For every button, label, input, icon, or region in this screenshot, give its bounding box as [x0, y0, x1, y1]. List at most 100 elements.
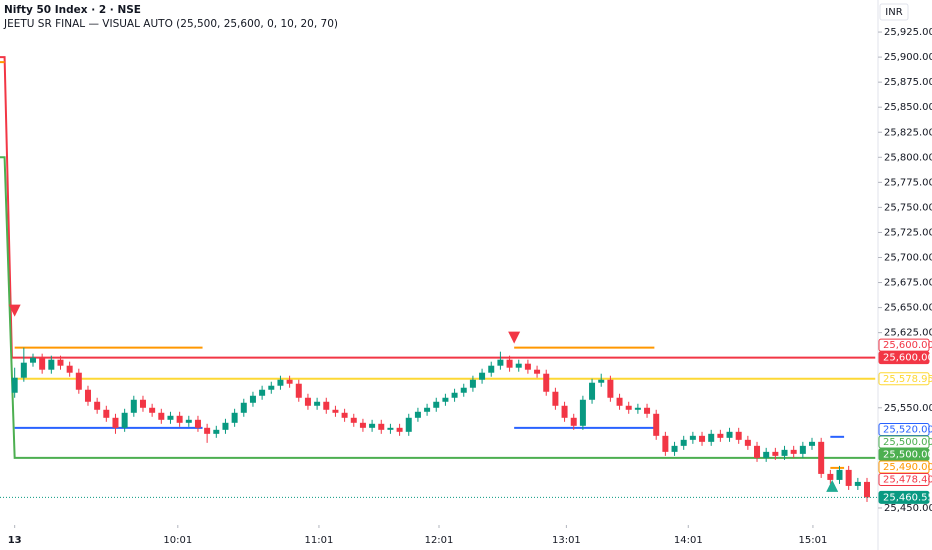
candle-body [332, 409, 339, 413]
candle-body [653, 413, 660, 436]
candle-body [369, 423, 376, 428]
candle-body [94, 401, 101, 410]
candle-body [222, 422, 229, 430]
candle-body [314, 401, 321, 406]
candle-body [268, 385, 275, 390]
candle-body [479, 372, 486, 380]
candle-body [350, 417, 357, 423]
candle-body [543, 373, 550, 392]
candle-body [744, 439, 751, 446]
indicator-line [0, 56, 876, 359]
price-label: 25,500.00 [883, 450, 932, 461]
indicator-line [0, 156, 876, 459]
price-label: 25,490.00 [883, 462, 932, 473]
candle-body [708, 433, 715, 442]
candle-body [790, 449, 797, 454]
candle-body [103, 409, 110, 418]
candle-body [323, 401, 330, 410]
y-tick-label: 25,775.00 [884, 177, 932, 188]
candle-body [295, 383, 302, 398]
candle-body [121, 412, 128, 428]
y-tick-label: 25,850.00 [884, 102, 932, 113]
y-tick-label: 25,875.00 [884, 77, 932, 88]
candle-body [341, 412, 348, 418]
chart-title: Nifty 50 Index · 2 · NSE [4, 4, 141, 16]
candle-body [607, 379, 614, 398]
candle-body [20, 362, 27, 378]
candle-body [515, 363, 522, 368]
candle-body [387, 427, 394, 430]
candle-body [75, 372, 82, 390]
candle-body [598, 379, 605, 383]
candle-body [799, 445, 806, 454]
candle-body [589, 382, 596, 400]
candle-body [213, 429, 220, 434]
y-tick-label: 25,750.00 [884, 202, 932, 213]
candle-body [194, 419, 201, 428]
candle-body [249, 395, 256, 403]
candle-body [259, 389, 266, 396]
candle-body [845, 469, 852, 486]
y-tick-label: 25,725.00 [884, 227, 932, 238]
y-tick-label: 25,625.00 [884, 328, 932, 339]
price-label: 25,578.95 [883, 374, 932, 385]
candle-body [818, 441, 825, 474]
price-label: 25,460.55 [883, 492, 932, 503]
price-label: 25,520.00 [883, 425, 932, 436]
candle-body [827, 473, 834, 480]
candle-body [854, 481, 861, 486]
candle-body [11, 377, 18, 393]
price-label-box [878, 490, 930, 504]
candle-body [699, 435, 706, 442]
candle-body [112, 417, 119, 428]
price-label: 25,600.00 [883, 340, 932, 351]
candle-body [625, 405, 632, 410]
indicator-title: JEETU SR FINAL — VISUAL AUTO (25,500, 25… [3, 18, 338, 30]
price-label-box [878, 372, 930, 386]
x-tick-label: 14:01 [674, 535, 703, 546]
candle-body [158, 412, 165, 420]
candle-body [460, 387, 467, 393]
x-tick-label: 12:01 [425, 535, 454, 546]
candle-body [864, 481, 871, 498]
price-label: 25,500.00 [883, 437, 932, 448]
candle-body [231, 412, 238, 423]
candle-body [552, 391, 559, 406]
candle-body [726, 431, 733, 438]
candle-body [378, 423, 385, 430]
candle-body [405, 417, 412, 432]
candle-body [717, 433, 724, 438]
candle-body [497, 359, 504, 366]
candle-body [763, 451, 770, 458]
candle-body [735, 431, 742, 440]
candle-body [671, 445, 678, 452]
y-tick-label: 25,825.00 [884, 127, 932, 138]
candle-body [185, 419, 192, 423]
candle-body [680, 439, 687, 446]
signal-marker [508, 331, 521, 344]
candle-body [29, 357, 36, 363]
currency-box[interactable] [879, 3, 909, 21]
x-tick-label: 15:01 [799, 535, 828, 546]
candle-body [442, 397, 449, 402]
x-tick-label: 13:01 [552, 535, 581, 546]
candle-body [149, 407, 156, 413]
candle-body [277, 379, 284, 386]
y-tick-label: 25,925.00 [884, 27, 932, 38]
candle-body [396, 427, 403, 432]
candle-body [359, 422, 366, 428]
x-tick-label: 10:01 [163, 535, 192, 546]
y-tick-label: 25,450.00 [884, 503, 932, 514]
y-tick-label: 25,650.00 [884, 303, 932, 314]
candle-body [451, 392, 458, 398]
candle-body [754, 445, 761, 458]
candle-body [506, 359, 513, 368]
candle-body [167, 415, 174, 420]
y-tick-label: 25,900.00 [884, 52, 932, 63]
y-tick-label: 25,700.00 [884, 252, 932, 263]
price-label: 25,478.40 [883, 475, 932, 486]
candle-body [414, 411, 421, 418]
candle-body [433, 401, 440, 408]
